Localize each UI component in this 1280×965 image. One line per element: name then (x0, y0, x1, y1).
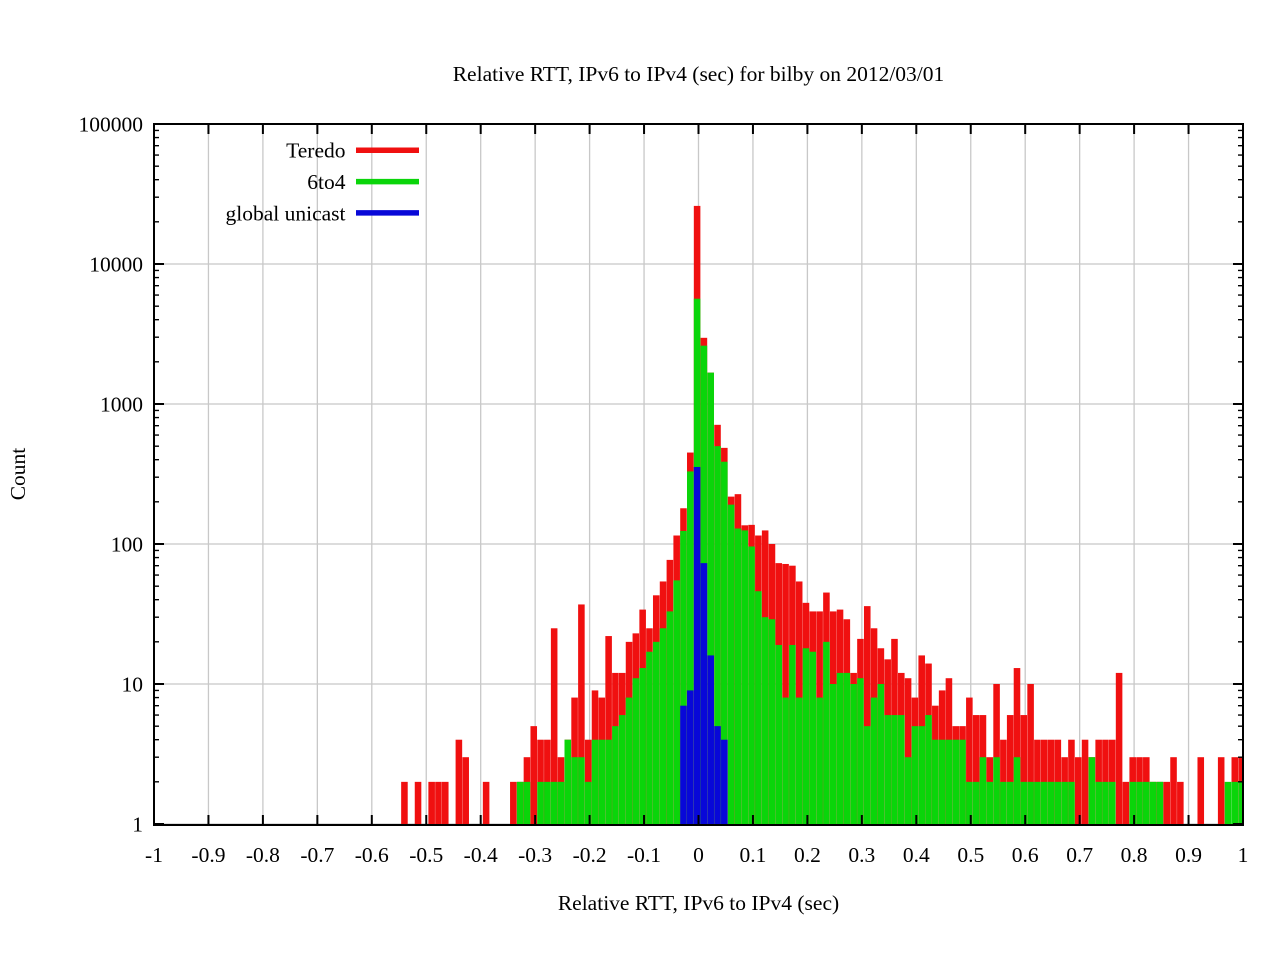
svg-text:100000: 100000 (79, 113, 144, 137)
svg-text:6to4: 6to4 (307, 170, 345, 194)
svg-text:-0.9: -0.9 (191, 843, 225, 867)
svg-text:1: 1 (132, 813, 143, 837)
svg-text:-0.7: -0.7 (300, 843, 334, 867)
svg-text:global unicast: global unicast (225, 202, 345, 226)
svg-text:Relative RTT, IPv6 to IPv4 (se: Relative RTT, IPv6 to IPv4 (sec) for bil… (453, 62, 945, 86)
svg-text:0.7: 0.7 (1066, 843, 1093, 867)
svg-text:10000: 10000 (89, 253, 143, 277)
svg-text:0.8: 0.8 (1121, 843, 1148, 867)
svg-text:0.1: 0.1 (740, 843, 767, 867)
svg-text:Teredo: Teredo (286, 139, 345, 163)
svg-text:0.9: 0.9 (1175, 843, 1202, 867)
svg-text:0.5: 0.5 (957, 843, 984, 867)
svg-text:-1: -1 (145, 843, 163, 867)
svg-text:-0.5: -0.5 (409, 843, 443, 867)
svg-text:Relative RTT, IPv6 to IPv4 (se: Relative RTT, IPv6 to IPv4 (sec) (558, 891, 839, 915)
svg-text:100: 100 (111, 533, 143, 557)
svg-text:0.6: 0.6 (1012, 843, 1039, 867)
svg-text:-0.3: -0.3 (518, 843, 552, 867)
svg-text:Count: Count (6, 448, 30, 501)
svg-text:1000: 1000 (100, 393, 143, 417)
svg-text:0: 0 (693, 843, 704, 867)
svg-text:-0.8: -0.8 (246, 843, 280, 867)
svg-text:0.4: 0.4 (903, 843, 930, 867)
svg-text:-0.4: -0.4 (464, 843, 498, 867)
svg-text:0.2: 0.2 (794, 843, 821, 867)
svg-text:-0.6: -0.6 (355, 843, 389, 867)
svg-text:1: 1 (1238, 843, 1249, 867)
svg-text:-0.1: -0.1 (627, 843, 661, 867)
svg-text:-0.2: -0.2 (573, 843, 607, 867)
svg-text:0.3: 0.3 (848, 843, 875, 867)
svg-text:10: 10 (122, 673, 144, 697)
